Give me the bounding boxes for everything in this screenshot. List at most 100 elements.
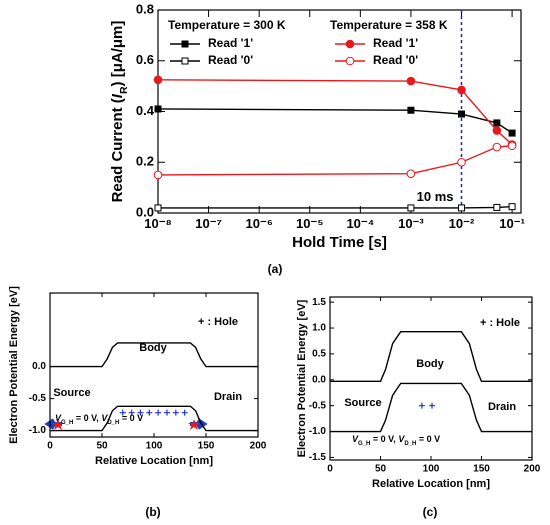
bias-part: V xyxy=(352,434,359,444)
x-tick-label: 10⁻² xyxy=(449,216,475,231)
y-tick-label: -0.5 xyxy=(309,400,327,411)
y-tick-label: 0.5 xyxy=(312,349,326,360)
y-tick-label: 0.2 xyxy=(136,154,154,169)
legend-label: Read '0' xyxy=(373,53,418,67)
x-tick-label: 200 xyxy=(250,441,267,452)
bias-part: V xyxy=(55,413,62,423)
y-axis-label-part: R xyxy=(118,86,130,94)
bias-part: G_H xyxy=(358,441,370,447)
marker xyxy=(406,76,416,86)
annotation: + : Hole xyxy=(198,316,238,328)
y-axis-label: Electron Potential Energy [eV] xyxy=(8,286,20,444)
bias-part: D_H xyxy=(107,420,119,426)
x-tick-label: 50 xyxy=(375,464,387,475)
hole xyxy=(181,409,188,416)
x-tick-label: 150 xyxy=(198,441,215,452)
y-tick-label: 0.8 xyxy=(136,1,154,16)
x-axis-label: Hold Time [s] xyxy=(292,234,387,251)
x-tick-label: 100 xyxy=(423,464,440,475)
hole xyxy=(164,409,170,416)
hole xyxy=(119,409,126,416)
series-line xyxy=(330,382,532,433)
marker xyxy=(458,110,466,118)
annotation: Source xyxy=(53,387,90,399)
bias-part: V xyxy=(101,413,108,423)
bias-part: V xyxy=(398,434,405,444)
x-axis-label: Relative Location [nm] xyxy=(372,478,490,490)
marker xyxy=(458,204,466,212)
annotation: Drain xyxy=(214,391,242,403)
legend-label: Read '0' xyxy=(208,53,253,67)
bias-part: = 0 V, xyxy=(370,434,398,444)
y-tick-label: 1.0 xyxy=(312,323,326,334)
legend-title: Temperature = 358 K xyxy=(330,18,448,32)
y-axis-label: Read Current (IR) [μA/μm] xyxy=(109,21,130,203)
marker xyxy=(153,170,163,180)
y-axis-label: Electron Potential Energy [eV] xyxy=(296,299,308,457)
marker xyxy=(345,39,355,49)
marker xyxy=(508,129,516,137)
caption: (c) xyxy=(423,505,438,519)
x-tick-label: 10⁻⁶ xyxy=(246,216,273,231)
x-tick-label: 200 xyxy=(524,464,541,475)
y-axis-label-part: ) [μA/μm] xyxy=(109,21,126,87)
bias-part: = 0 V xyxy=(119,413,143,423)
x-tick-label: 0 xyxy=(47,441,53,452)
annotation: Source xyxy=(344,397,381,409)
bias-condition: VG_H = 0 V, VD_H = 0 V xyxy=(55,413,143,425)
y-tick-label: 1.5 xyxy=(312,297,326,308)
x-tick-label: 10⁻⁵ xyxy=(296,216,323,231)
marker xyxy=(508,203,516,211)
marker xyxy=(345,56,355,66)
marker xyxy=(493,203,501,211)
legend-label: Read '1' xyxy=(208,36,253,50)
x-tick-label: 10⁻³ xyxy=(398,216,424,231)
x-tick-label: 50 xyxy=(96,441,108,452)
series-line xyxy=(330,330,532,383)
marker xyxy=(181,57,189,65)
y-tick-label: 0.0 xyxy=(136,204,154,219)
y-tick-label: 0.4 xyxy=(136,103,155,118)
marker xyxy=(492,126,502,135)
y-axis-label-part: I xyxy=(109,93,126,98)
caption: (a) xyxy=(268,262,283,276)
series-line xyxy=(50,405,258,432)
marker xyxy=(407,204,415,212)
marker xyxy=(507,141,517,151)
hole xyxy=(137,409,144,416)
bias-part: = 0 V xyxy=(416,434,440,444)
legend-label: Read '1' xyxy=(373,36,418,50)
hole xyxy=(172,409,179,416)
x-tick-label: 10⁻⁷ xyxy=(195,216,222,231)
bias-part: = 0 V, xyxy=(73,413,101,423)
bias-condition: VG_H = 0 V, VD_H = 0 V xyxy=(352,434,440,446)
marker xyxy=(407,106,415,114)
marker xyxy=(181,40,189,48)
y-tick-label: -1.0 xyxy=(309,426,327,437)
x-tick-label: 10⁻¹ xyxy=(499,216,525,231)
bias-part: G_H xyxy=(61,420,73,426)
x-tick-label: 10⁻⁴ xyxy=(346,216,374,231)
x-tick-label: 0 xyxy=(327,464,333,475)
y-tick-label: -1.5 xyxy=(309,452,327,463)
x-tick-label: 150 xyxy=(473,464,490,475)
marker xyxy=(493,119,501,127)
reference-label: 10 ms xyxy=(417,189,454,204)
hole xyxy=(128,409,135,416)
y-tick-label: 0.0 xyxy=(312,374,326,385)
marker xyxy=(154,204,162,212)
marker xyxy=(153,75,163,85)
y-axis-label-part: Read Current ( xyxy=(109,98,126,202)
caption: (b) xyxy=(145,505,160,519)
hole xyxy=(418,402,425,409)
x-axis-label: Relative Location [nm] xyxy=(95,455,213,467)
marker xyxy=(406,169,416,178)
marker xyxy=(457,85,466,95)
annotation: Drain xyxy=(488,401,516,413)
annotation: Body xyxy=(139,342,167,354)
y-tick-label: 0.6 xyxy=(136,52,154,67)
legend-title: Temperature = 300 K xyxy=(168,18,286,32)
y-tick-label: -1.0 xyxy=(29,425,47,436)
marker xyxy=(457,157,466,167)
